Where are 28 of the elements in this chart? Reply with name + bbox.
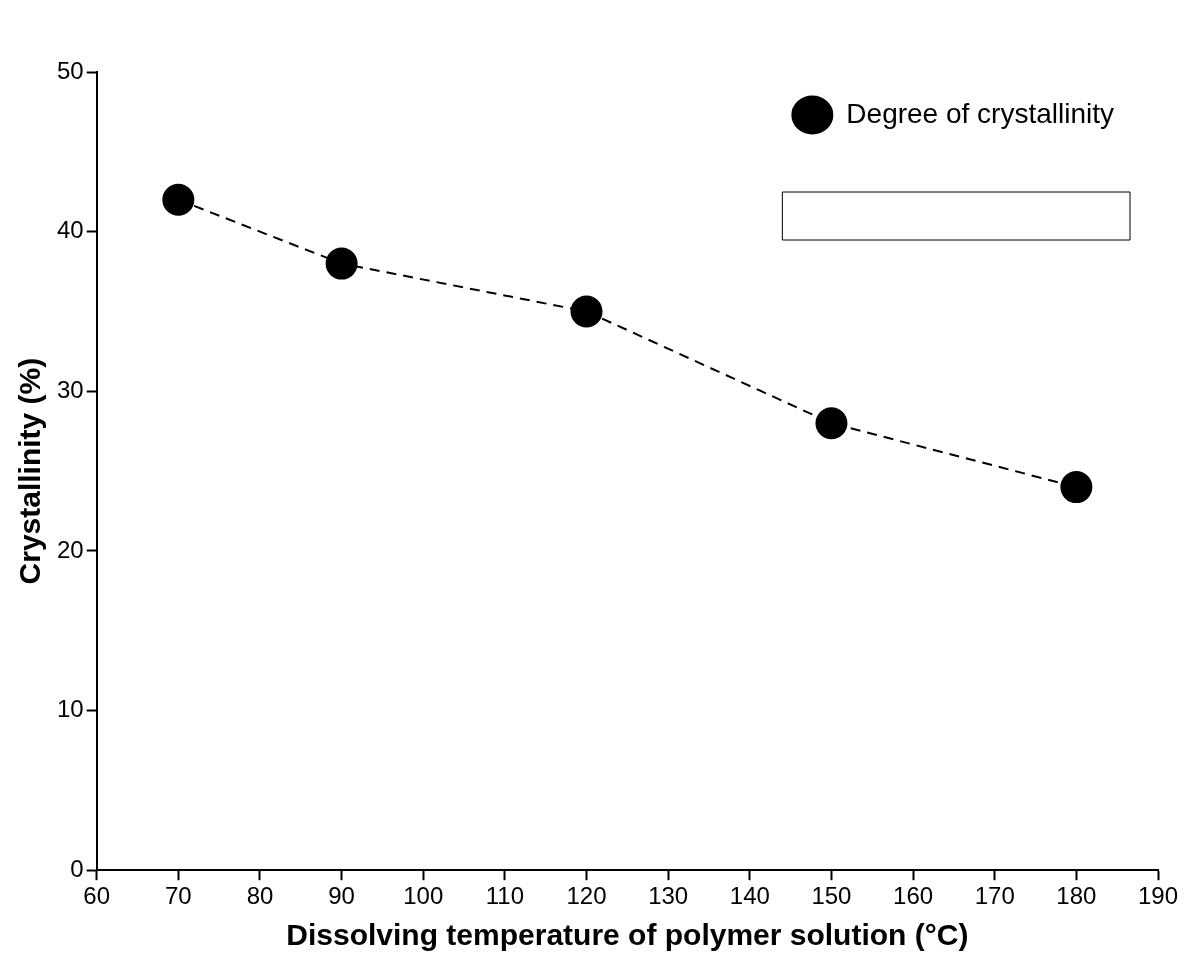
y-tick-label: 20 <box>56 535 84 563</box>
x-tick-label: 170 <box>974 882 1015 910</box>
x-tick-label: 180 <box>1056 882 1097 910</box>
x-tick-label: 70 <box>164 882 192 910</box>
y-tick-label: 0 <box>70 854 84 882</box>
x-tick-label: 190 <box>1137 882 1179 910</box>
x-tick-label: 110 <box>485 882 525 910</box>
x-tick-label: 60 <box>83 882 111 910</box>
y-tick-label: 50 <box>56 56 84 84</box>
x-tick-label: 140 <box>729 882 770 910</box>
y-tick-label: 10 <box>56 695 84 723</box>
point <box>815 407 848 440</box>
point <box>570 295 603 328</box>
x-axis-title: Dissolving temperature of polymer solution (°C) <box>286 918 969 952</box>
x-tick-label: 120 <box>566 882 607 910</box>
y-tick-label: 40 <box>56 216 84 244</box>
y-axis-title: Crystallinity (%) <box>13 357 47 585</box>
x-tick-label: 160 <box>893 882 934 910</box>
x-tick-label: 80 <box>246 882 274 910</box>
point <box>162 183 195 216</box>
point <box>325 247 358 280</box>
point <box>1060 471 1093 504</box>
x-tick-label: 90 <box>328 882 355 910</box>
x-tick-label: 150 <box>811 882 852 910</box>
x-tick-label: 130 <box>648 882 689 910</box>
y-tick-label: 30 <box>56 375 84 403</box>
legend-label: Degree of crystallinity <box>846 97 1114 129</box>
x-tick-label: 100 <box>403 882 444 910</box>
